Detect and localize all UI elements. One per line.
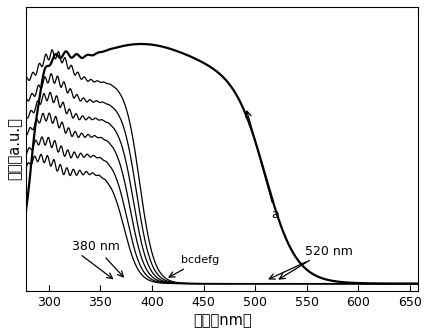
Y-axis label: 强度（a.u.）: 强度（a.u.） — [7, 118, 22, 181]
Text: bcdefg: bcdefg — [169, 255, 219, 277]
Text: a: a — [246, 111, 280, 221]
Text: 380 nm: 380 nm — [71, 240, 123, 277]
Text: 520 nm: 520 nm — [269, 245, 353, 279]
X-axis label: 波长（nm）: 波长（nm） — [193, 313, 252, 328]
